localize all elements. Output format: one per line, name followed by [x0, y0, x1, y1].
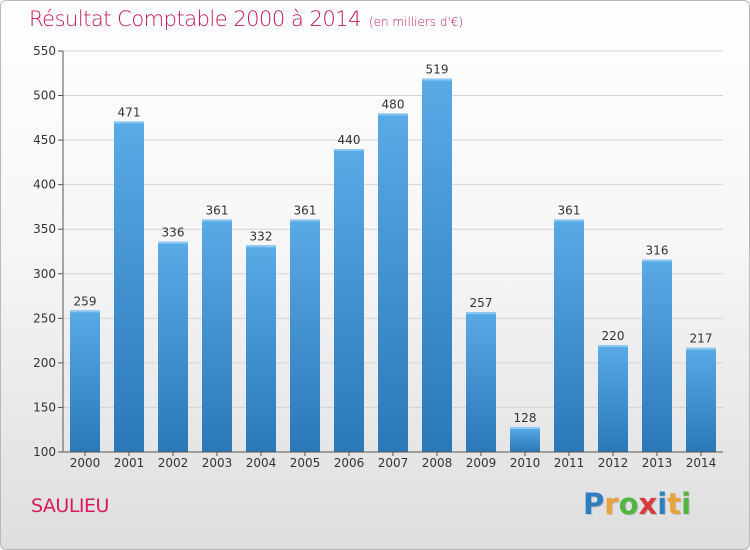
bar-highlight [378, 113, 408, 116]
bar-2004 [246, 245, 276, 452]
bar-highlight [466, 312, 496, 315]
logo-letter: P [583, 487, 605, 521]
logo-letter: t [667, 487, 682, 521]
data-label-2007: 480 [382, 97, 405, 111]
data-label-2006: 440 [338, 133, 361, 147]
x-tick-label-2014: 2014 [686, 456, 717, 470]
data-label-2004: 332 [250, 229, 273, 243]
bar-2007 [378, 113, 408, 452]
data-label-2002: 336 [162, 226, 185, 240]
y-tick-label: 300 [33, 267, 56, 281]
x-tick-label-2011: 2011 [554, 456, 585, 470]
x-tick-label-2002: 2002 [158, 456, 189, 470]
logo-letter: i [681, 487, 692, 521]
x-tick-label-2009: 2009 [466, 456, 497, 470]
data-label-2000: 259 [74, 294, 97, 308]
proxiti-logo: Proxiti [583, 487, 691, 521]
bar-2000 [70, 310, 100, 452]
x-tick-label-2005: 2005 [290, 456, 321, 470]
y-tick-label: 200 [33, 356, 56, 370]
labels: 259 471 336 361 332 361 440 480 519 257 128 361 220 3… [74, 63, 713, 425]
x-tick-label-2000: 2000 [70, 456, 101, 470]
y-tick-label: 350 [33, 222, 56, 236]
bar-2005 [290, 219, 320, 452]
bar-2011 [554, 219, 584, 452]
x-tick-label-2007: 2007 [378, 456, 409, 470]
data-label-2009: 257 [470, 296, 493, 310]
logo-letter: i [657, 487, 668, 521]
x-tick-label-2004: 2004 [246, 456, 277, 470]
bar-highlight [70, 310, 100, 313]
location-name: SAULIEU [31, 495, 109, 517]
bar-2009 [466, 312, 496, 452]
logo-letter: r [604, 487, 619, 521]
bar-highlight [642, 259, 672, 262]
bar-2010 [510, 427, 540, 452]
logo-letter: o [618, 487, 639, 521]
bar-2006 [334, 149, 364, 452]
x-tick-label-2006: 2006 [334, 456, 365, 470]
chart-subtitle: (en milliers d'€) [368, 15, 464, 29]
bar-2003 [202, 219, 232, 452]
chart-title: Résultat Comptable 2000 à 2014 (en millie… [29, 7, 463, 31]
data-label-2014: 217 [690, 332, 713, 346]
y-tick-label: 400 [33, 178, 56, 192]
logo-letter: x [638, 487, 658, 521]
bar-highlight [422, 78, 452, 81]
data-label-2010: 128 [514, 411, 537, 425]
bar-2001 [114, 121, 144, 453]
data-label-2013: 316 [646, 244, 669, 258]
y-tick-label: 150 [33, 400, 56, 414]
data-label-2003: 361 [206, 203, 229, 217]
data-label-2008: 519 [426, 63, 449, 77]
bar-highlight [686, 347, 716, 350]
bar-highlight [246, 245, 276, 248]
y-tick-label: 450 [33, 133, 56, 147]
x-tick-label-2012: 2012 [598, 456, 629, 470]
data-label-2001: 471 [118, 105, 141, 119]
y-tick-label: 250 [33, 311, 56, 325]
bar-highlight [158, 241, 188, 244]
y-tick-label: 100 [33, 445, 56, 459]
y-tick-label: 500 [33, 89, 56, 103]
x-tick-label-2010: 2010 [510, 456, 541, 470]
x-tick-label-2003: 2003 [202, 456, 233, 470]
bar-2013 [642, 259, 672, 452]
bar-highlight [290, 219, 320, 222]
bar-highlight [202, 219, 232, 222]
x-tick-label-2013: 2013 [642, 456, 673, 470]
bar-highlight [334, 149, 364, 152]
bar-highlight [554, 219, 584, 222]
axes: 100 150 200 250 300 350 400 450 500 550 2000 2001 20… [33, 44, 723, 470]
bar-highlight [510, 427, 540, 430]
y-tick-label: 550 [33, 44, 56, 58]
bar-2014 [686, 347, 716, 452]
bars [70, 78, 716, 453]
chart-title-text: Résultat Comptable 2000 à 2014 [29, 7, 361, 31]
bar-2008 [422, 78, 452, 452]
data-label-2012: 220 [602, 329, 625, 343]
bar-highlight [114, 121, 144, 124]
bar-2012 [598, 345, 628, 452]
data-label-2005: 361 [294, 203, 317, 217]
data-label-2011: 361 [558, 203, 581, 217]
bar-highlight [598, 345, 628, 348]
bar-2002 [158, 241, 188, 452]
x-tick-label-2001: 2001 [114, 456, 145, 470]
x-tick-label-2008: 2008 [422, 456, 453, 470]
